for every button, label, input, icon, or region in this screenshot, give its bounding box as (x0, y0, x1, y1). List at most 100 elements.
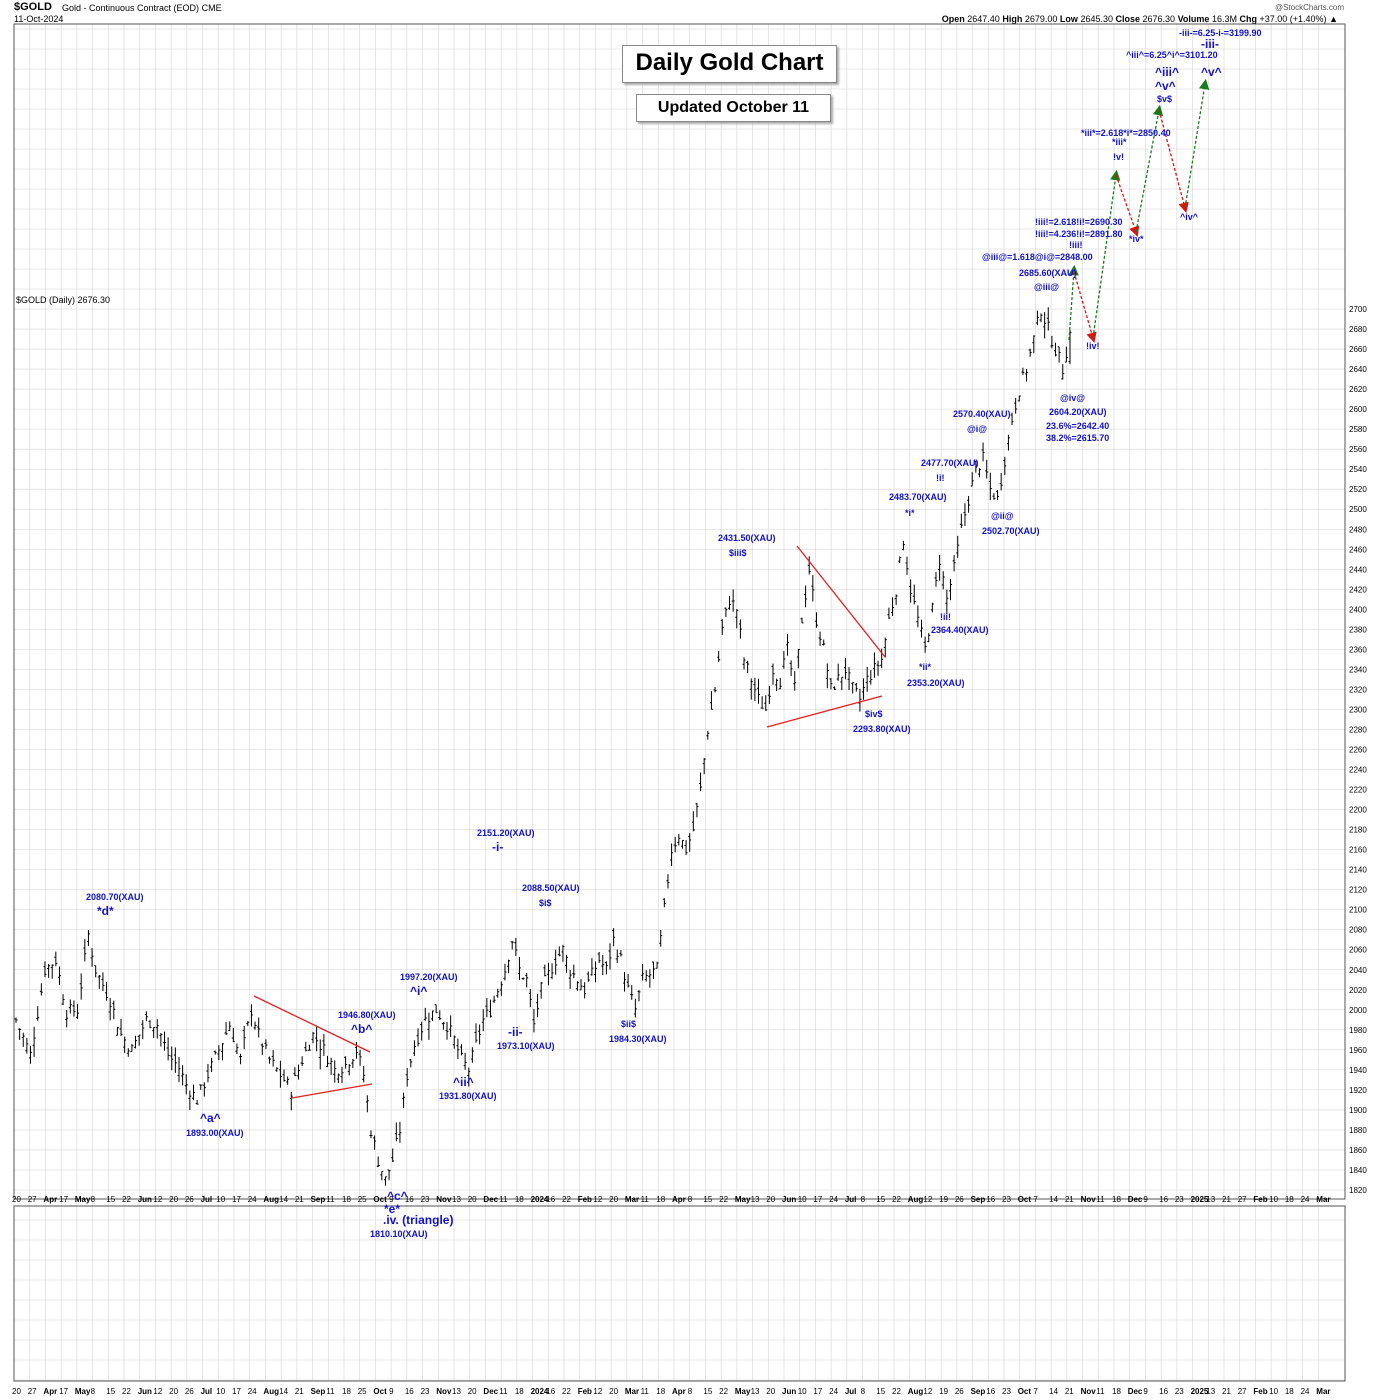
ohlc-bar (94, 965, 98, 978)
x-tick-label: 18 (656, 1195, 665, 1204)
ohlc-bar (249, 1004, 253, 1027)
x-tick-label: 15 (703, 1195, 712, 1204)
ohlc-bar (449, 1015, 453, 1038)
label-iv-dollar-price: 2293.80(XAU) (853, 724, 911, 734)
x-tick-label-lower: 11 (641, 1387, 650, 1396)
x-tick-label-lower: 23 (1175, 1387, 1184, 1396)
y-tick-label: 2300 (1349, 705, 1367, 714)
label-e-price: 1810.10(XAU) (370, 1229, 428, 1239)
ohlc-bar (210, 1057, 214, 1073)
x-tick-label-lower: 22 (892, 1387, 901, 1396)
y-tick-label: 2700 (1349, 305, 1367, 314)
ohlc-bar (833, 686, 837, 691)
ohlc-bar (83, 939, 87, 962)
x-tick-label-lower: 10 (216, 1387, 225, 1396)
ohlc-bar (956, 535, 960, 558)
projection-up-arrow-2 (1092, 169, 1121, 339)
ohlc-bar (199, 1084, 203, 1090)
ohlc-bar (485, 997, 489, 1018)
ohlc-bar (608, 943, 612, 970)
x-tick-label: 9 (1143, 1195, 1148, 1204)
ohlc-bar (336, 1073, 340, 1084)
x-tick-label-lower: 19 (939, 1387, 948, 1396)
x-tick-label-lower: 20 (169, 1387, 178, 1396)
label-ii-star-price: 2353.20(XAU) (907, 678, 965, 688)
ohlc-bar (503, 963, 507, 981)
ohlc-bar (724, 607, 728, 618)
ohlc-bar (141, 1020, 145, 1040)
label-iii-dollar-price: 2431.50(XAU) (718, 533, 776, 543)
ohlc-bar (1003, 456, 1007, 476)
ohlc-bar (311, 1032, 315, 1044)
ohlc-bar (39, 983, 43, 996)
label-ii-dollar-wave: $ii$ (621, 1019, 636, 1029)
ohlc-bar (905, 556, 909, 575)
ohlc-bar (894, 594, 898, 605)
ohlc-bar (695, 803, 699, 818)
ohlc-bar (268, 1056, 272, 1064)
chart-date: 11-Oct-2024 (14, 14, 64, 24)
ohlc-bar (626, 973, 630, 988)
ohlc-bar (546, 962, 550, 986)
ohlc-bar (985, 459, 989, 479)
x-tick-label: 7 (1033, 1195, 1038, 1204)
label-i-dash-price: 2151.20(XAU) (477, 828, 535, 838)
x-tick-label-lower: 14 (279, 1387, 288, 1396)
ohlc-bar (909, 579, 913, 603)
ohlc-bar (1032, 335, 1036, 354)
x-tick-label: 24 (248, 1195, 257, 1204)
ohlc-bar (720, 619, 724, 635)
ohlc-bar (235, 1043, 239, 1054)
x-tick-label: 18 (1112, 1195, 1121, 1204)
ohlc-bar (847, 667, 851, 691)
ohlc-bar (916, 605, 920, 628)
y-tick-label: 2080 (1349, 926, 1367, 935)
x-tick-label: 8 (688, 1195, 693, 1204)
ohlc-bar (822, 639, 826, 646)
x-tick-label: 12 (153, 1195, 162, 1204)
y-tick-label: 2180 (1349, 826, 1367, 835)
y-tick-label: 2120 (1349, 886, 1367, 895)
ohlc-bar (126, 1048, 130, 1057)
ohlc-bar (365, 1095, 369, 1113)
x-tick-label: 25 (358, 1195, 367, 1204)
x-tick-label-lower: 8 (861, 1387, 866, 1396)
ohlc-bar (412, 1040, 416, 1056)
ohlc-bar (778, 677, 782, 690)
ohlc-bar (619, 950, 623, 957)
ohlc-bar (785, 634, 789, 656)
ohlc-bar (1039, 313, 1043, 323)
y-tick-label: 1900 (1349, 1106, 1367, 1115)
label-i-star-wave: *i* (905, 508, 915, 518)
x-tick-label: 14 (1049, 1195, 1058, 1204)
trend-lines (253, 545, 886, 1099)
ohlc-bar (76, 1004, 80, 1019)
ohlc-bar (1025, 369, 1029, 382)
label-v-caret-wave-high: ^v^ (1155, 79, 1176, 93)
x-tick-label: 8 (861, 1195, 866, 1204)
ohlc-bar (923, 636, 927, 653)
ohlc-bar (782, 650, 786, 669)
triangle-upper-line-2023 (253, 995, 371, 1053)
x-tick-label-lower: 11 (1096, 1387, 1105, 1396)
y-tick-label: 2200 (1349, 806, 1367, 815)
label-ii-bang-price: 2364.40(XAU) (931, 625, 989, 635)
x-tick-label-lower: Oct (1018, 1387, 1032, 1396)
label-v-dollar-wave: $v$ (1157, 94, 1172, 104)
x-tick-label-lower: 20 (609, 1387, 618, 1396)
ohlc-bar (405, 1067, 409, 1087)
ohlc-bar (981, 442, 985, 462)
ohlc-bar (836, 663, 840, 681)
x-tick-label: 13 (751, 1195, 760, 1204)
label-d-price: 2080.70(XAU) (86, 892, 144, 902)
ohlc-bar (398, 1121, 402, 1143)
ohlc-stats: Open 2647.40 High 2679.00 Low 2645.30 Cl… (942, 14, 1338, 24)
x-tick-label-lower: 12 (153, 1387, 162, 1396)
y-tick-label: 1980 (1349, 1026, 1367, 1035)
ohlc-bar (811, 575, 815, 602)
ohlc-bar (318, 1039, 322, 1070)
ohlc-bar (876, 660, 880, 676)
x-tick-label-lower: 17 (59, 1387, 68, 1396)
x-tick-label-lower: 16 (546, 1387, 555, 1396)
ohlc-bar (713, 686, 717, 693)
